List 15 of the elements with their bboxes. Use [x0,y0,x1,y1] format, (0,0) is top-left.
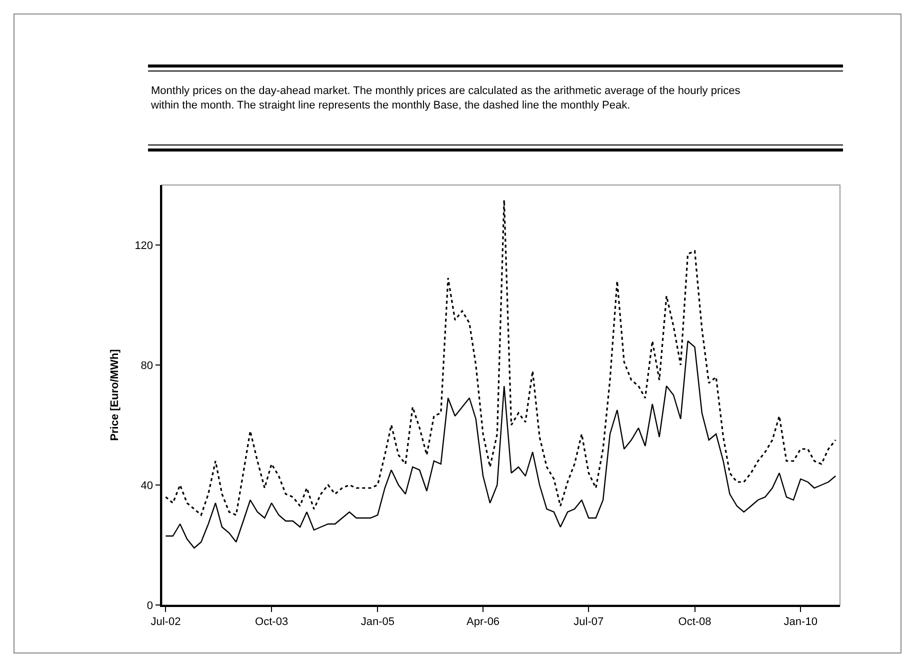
y-tick-label: 40 [140,480,154,492]
x-tick-label: Jul-07 [574,616,604,628]
chart-title: Monthly prices on the day-ahead market. The monthly prices are calculated as the arithmetic average of the hourly prices within the month. The straight line represents the monthly Base, the dashed line the monthly Peak. [150,85,741,112]
x-tick-label: Jan-05 [360,616,394,628]
y-tick-label: 0 [146,600,154,612]
line-series [165,340,836,549]
x-tick-label: Apr-06 [466,616,500,628]
line-series [164,199,836,516]
x-tick-label: Oct-08 [678,616,712,628]
x-tick-label: Jan-10 [784,616,818,628]
y-tick-label: 80 [140,360,154,372]
x-tick-label: Jul-02 [150,616,181,628]
y-tick-label: 120 [134,240,154,252]
x-tick-label: Oct-03 [255,616,288,628]
y-axis-title: Price [Euro/MWh] [108,348,121,441]
